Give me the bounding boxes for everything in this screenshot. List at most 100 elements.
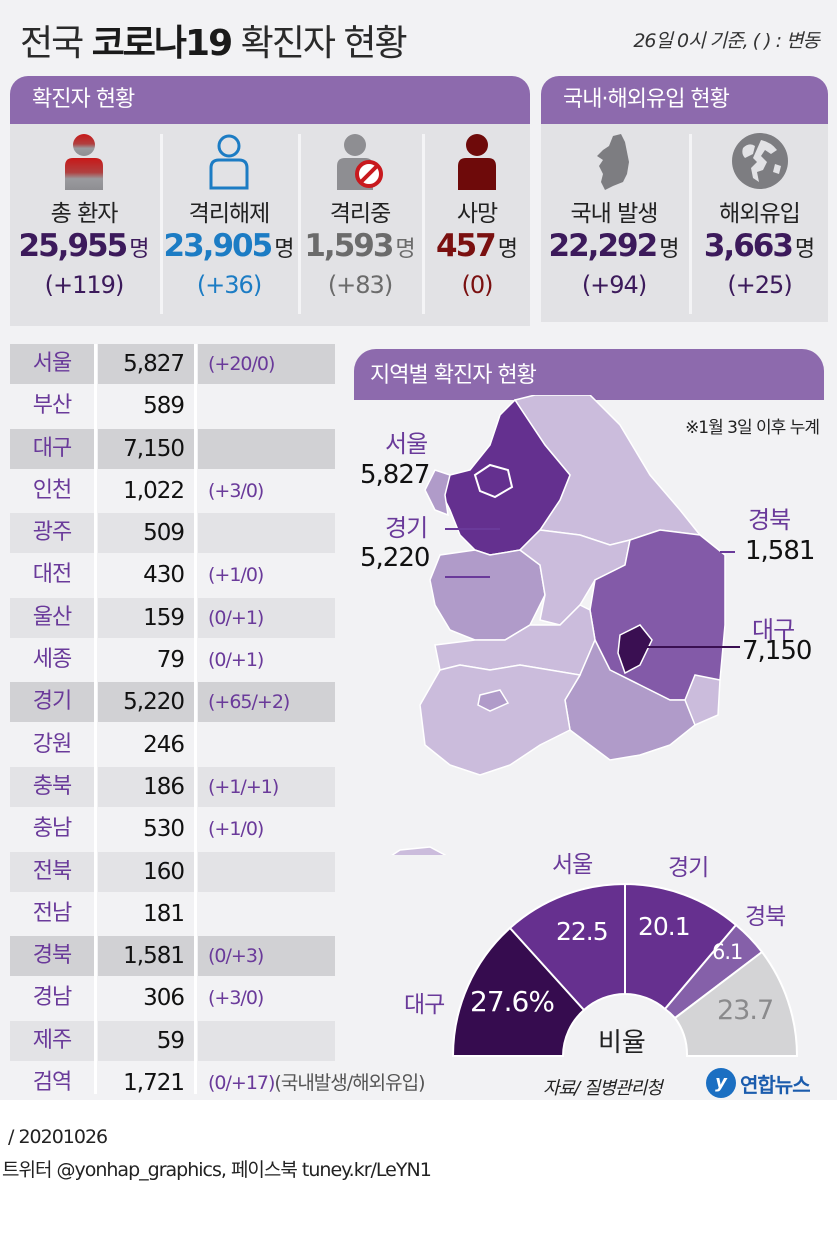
stat-value: 25,955 명 <box>18 228 150 264</box>
stat-deaths: 사망 457 명 (0) <box>424 124 530 312</box>
person-dark-red-icon <box>458 134 496 190</box>
stat-label: 해외유입 <box>719 201 801 227</box>
table-row: 충남 530 (+1/0) <box>32 816 265 843</box>
table-row: 전남 181 <box>32 900 185 927</box>
slice-gyeonggi <box>624 882 738 1011</box>
slice-seoul <box>508 882 626 1012</box>
chart-value-daegu: 27.6% <box>470 985 555 1018</box>
stat-total: 총 환자 25,955 명 (+119) <box>10 124 158 312</box>
table-row: 경북 1,581 (0/+3) <box>10 936 335 978</box>
stat-isolated: 격리중 1,593 명 (+83) <box>300 124 420 312</box>
map-value-gyeonggi: 5,220 <box>360 543 430 573</box>
map-value-gyeongbuk: 1,581 <box>745 536 815 566</box>
table-row: 검역 1,721 (0/+17)(국내발생/해외유입) <box>32 1070 426 1097</box>
confirmed-panel-title: 확진자 현황 <box>10 76 530 124</box>
region-seoul <box>473 463 514 499</box>
table-row: 전북 160 <box>10 851 335 894</box>
table-row: 경기 5,220 (+65/+2) <box>10 682 335 724</box>
table-row: 세종 79 (0/+1) <box>32 647 265 674</box>
column-divider <box>94 344 97 1094</box>
stat-change: (+94) <box>581 271 647 299</box>
stat-change: (+83) <box>327 271 393 299</box>
chart-value-seoul: 22.5 <box>556 917 609 946</box>
stat-label: 격리중 <box>329 201 391 227</box>
map-panel-title: 지역별 확진자 현황 <box>354 349 824 400</box>
chart-label-seoul: 서울 <box>552 852 593 878</box>
regional-table: 서울 5,827 (+20/0) 부산 589 대구 7,150 인천 1,022 (+3/… <box>10 344 426 1105</box>
data-source: 자료/ 질병관리청 <box>543 1078 663 1099</box>
chart-label-gyeonggi: 경기 <box>668 855 709 881</box>
slice-daegu <box>451 926 586 1057</box>
origin-panel: 국내 발생 22,292 명 (+94) 해외유입 3,663 명 (+25) <box>541 124 828 322</box>
stat-value: 22,292 명 <box>548 228 680 264</box>
table-row: 서울 5,827 (+20/0) <box>10 344 335 386</box>
stat-label: 국내 발생 <box>570 201 659 227</box>
publish-date: / 20201026 <box>8 1126 108 1148</box>
table-row: 충북 186 (+1/+1) <box>10 766 335 809</box>
social-links: 트위터 @yonhap_graphics, 페이스북 tuney.kr/LeYN… <box>2 1159 432 1181</box>
stat-released: 격리해제 23,905 명 (+36) <box>162 124 296 312</box>
reference-time: 26일 0시 기준, ( ) : 변동 <box>633 30 820 52</box>
table-row: 경남 306 (+3/0) <box>32 985 265 1012</box>
stat-value: 457 명 <box>436 228 518 264</box>
korea-region-map <box>391 395 740 855</box>
table-row: 광주 509 <box>10 513 335 555</box>
stat-value: 23,905 명 <box>163 228 295 264</box>
person-red-icon <box>65 134 103 190</box>
stat-change: (+25) <box>727 271 792 299</box>
stat-value: 3,663 명 <box>703 228 816 264</box>
column-divider <box>194 344 197 1094</box>
region-daegu <box>617 624 653 675</box>
stat-change: (+36) <box>196 271 262 299</box>
person-outline-icon <box>209 134 249 190</box>
chart-value-gyeonggi: 20.1 <box>638 912 691 941</box>
table-row: 강원 246 <box>32 731 185 758</box>
map-label-daegu: 대구 <box>752 616 795 644</box>
ratio-half-donut-chart <box>451 882 799 1057</box>
chart-value-other: 23.7 <box>717 995 774 1026</box>
stat-label: 총 환자 <box>50 201 119 227</box>
map-label-gyeongbuk: 경북 <box>748 506 791 534</box>
table-row: 대전 430 (+1/0) <box>32 562 265 589</box>
table-legend-note: (국내발생/해외유입) <box>274 1072 425 1095</box>
table-row: 대구 7,150 <box>10 428 335 471</box>
table-row: 부산 589 <box>32 393 185 420</box>
slice-other <box>673 950 799 1057</box>
map-value-daegu: 7,150 <box>742 636 812 666</box>
chart-label-daegu: 대구 <box>404 992 445 1018</box>
stat-change: (+119) <box>44 271 125 299</box>
yonhap-logo: y 연합뉴스 <box>706 1068 811 1098</box>
stat-imported: 해외유입 3,663 명 (+25) <box>691 124 828 312</box>
divider <box>298 134 301 314</box>
divider <box>422 134 425 314</box>
region-incheon <box>424 469 451 517</box>
origin-panel-title: 국내·해외유입 현황 <box>541 76 828 124</box>
map-value-seoul: 5,827 <box>360 460 430 490</box>
region-gwangju <box>477 689 510 712</box>
table-row: 울산 159 (0/+1) <box>10 597 335 640</box>
stat-change: (0) <box>461 271 494 299</box>
person-prohibited-icon <box>337 134 383 190</box>
region-jeju <box>391 846 446 855</box>
globe-icon <box>731 133 788 189</box>
divider <box>160 134 163 314</box>
stat-domestic: 국내 발생 22,292 명 (+94) <box>541 124 687 312</box>
yonhap-logo-icon: y <box>706 1068 736 1098</box>
map-note: ※1월 3일 이후 누계 <box>685 418 820 438</box>
table-row: 인천 1,022 (+3/0) <box>32 477 265 504</box>
stat-label: 격리해제 <box>188 201 271 227</box>
table-row: 제주 59 <box>10 1020 335 1063</box>
region-gyeongnam <box>564 638 701 761</box>
chart-value-gyeongbuk: 6.1 <box>712 940 743 964</box>
stat-label: 사망 <box>456 201 498 227</box>
yonhap-logo-text: 연합뉴스 <box>740 1072 811 1097</box>
divider <box>689 134 692 314</box>
map-label-gyeonggi: 경기 <box>385 514 428 542</box>
chart-label-gyeongbuk: 경북 <box>745 904 786 930</box>
page-title: 전국 코로나19 확진자 현황 <box>20 23 408 64</box>
stat-value: 1,593 명 <box>304 228 416 264</box>
region-jeonnam <box>419 664 582 776</box>
confirmed-panel: 총 환자 25,955 명 (+119) 격리해제 23,905 명 (+36) 격… <box>10 124 530 326</box>
map-label-seoul: 서울 <box>385 430 428 458</box>
korea-map-icon <box>597 134 629 190</box>
